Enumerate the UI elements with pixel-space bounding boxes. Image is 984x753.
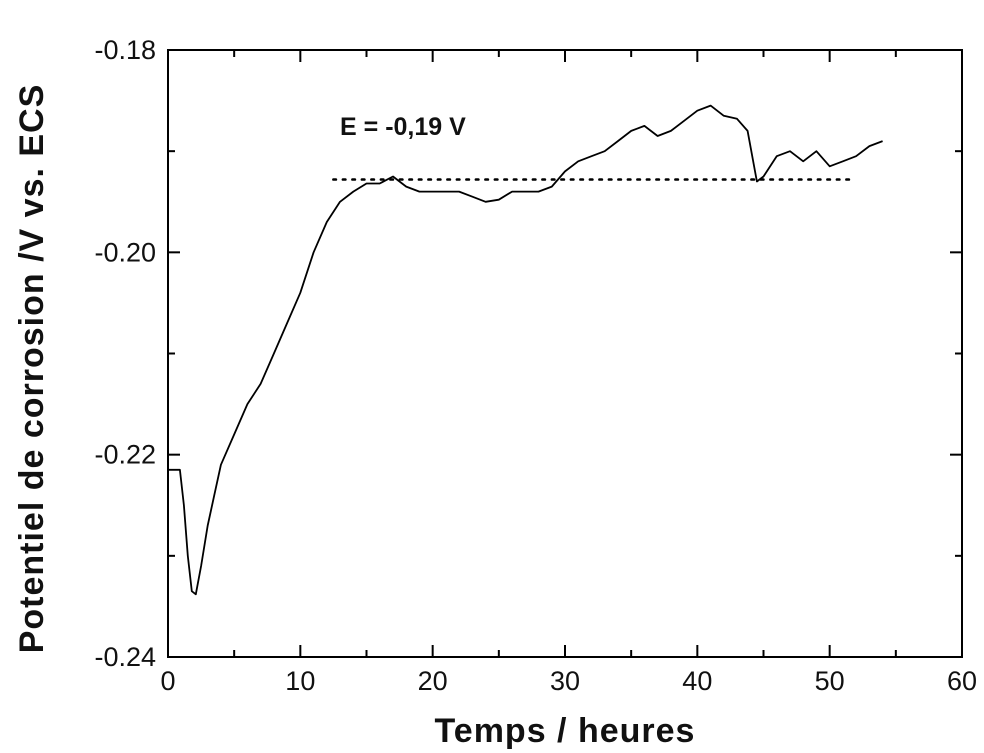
x-tick-label: 0 xyxy=(160,666,175,696)
y-tick-label: -0.22 xyxy=(94,440,156,470)
x-axis-title: Temps / heures xyxy=(435,712,696,750)
labels-layer: 0 10 20 30 40 50 60 -0.18 -0.20 -0.22 -0.24 E = -0,… xyxy=(94,35,977,696)
y-tick-label: -0.18 xyxy=(94,35,156,65)
annotation-label: E = -0,19 V xyxy=(340,113,466,141)
x-tick-label: 20 xyxy=(418,666,448,696)
x-tick-label: 60 xyxy=(947,666,977,696)
y-tick-label: -0.24 xyxy=(94,642,156,672)
x-tick-label: 40 xyxy=(682,666,712,696)
series-layer xyxy=(168,104,883,596)
y-axis-title: Potentiel de corrosion /V vs. ECS xyxy=(13,84,51,654)
potential-curve xyxy=(168,104,883,596)
y-tick-label: -0.20 xyxy=(94,237,156,267)
x-tick-label: 10 xyxy=(285,666,315,696)
x-tick-label: 30 xyxy=(550,666,580,696)
axes xyxy=(167,49,963,658)
x-tick-label: 50 xyxy=(815,666,845,696)
plot-frame xyxy=(167,49,963,658)
